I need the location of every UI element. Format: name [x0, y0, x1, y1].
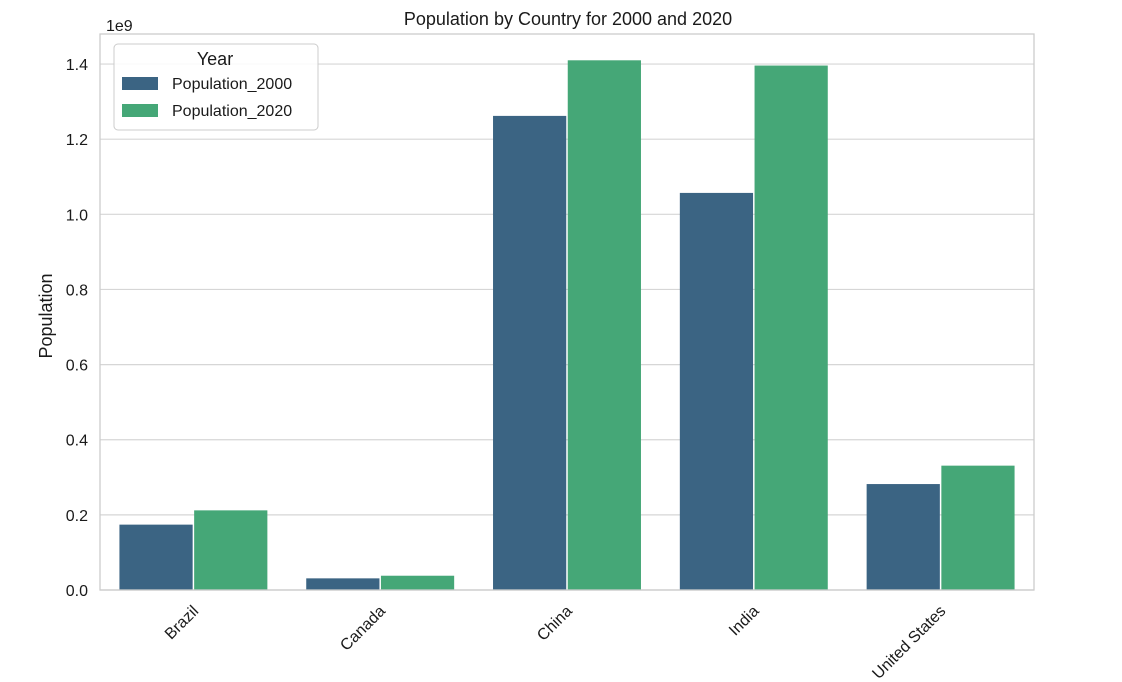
x-tick-label: China	[534, 603, 576, 645]
y-axis: 0.0 0.2 0.4 0.6 0.8 1.0 1.2 1.4	[66, 57, 88, 600]
y-offset-text: 1e9	[106, 18, 133, 35]
bars	[119, 60, 1015, 590]
x-tick-label: Brazil	[162, 603, 202, 643]
y-tick-label: 1.4	[66, 57, 88, 74]
bar-population-2020-canada	[380, 575, 455, 590]
x-tick-label: India	[726, 603, 763, 640]
y-tick-label: 0.0	[66, 583, 88, 600]
x-tick-label: Canada	[337, 603, 389, 655]
y-tick-label: 0.2	[66, 508, 88, 525]
bar-population-2020-brazil	[194, 510, 268, 590]
x-axis: Brazil Canada China India United States	[162, 603, 950, 682]
y-tick-label: 0.8	[66, 282, 88, 299]
bar-population-2000-india	[679, 192, 754, 590]
chart-title: Population by Country for 2000 and 2020	[404, 9, 732, 29]
bar-population-2020-united-states	[941, 465, 1015, 590]
bar-population-2000-canada	[306, 578, 380, 590]
bar-population-2000-united-states	[866, 484, 940, 590]
y-tick-label: 1.0	[66, 207, 88, 224]
bar-population-2000-brazil	[119, 524, 193, 590]
legend-entry-label: Population_2020	[172, 103, 292, 120]
y-axis-label: Population	[36, 273, 56, 358]
y-tick-label: 0.4	[66, 433, 88, 450]
bar-population-2020-china	[567, 60, 641, 590]
plot-area-frame	[99, 33, 1035, 591]
legend-title: Year	[197, 49, 233, 69]
legend-box	[113, 43, 319, 131]
bar-population-2000-china	[493, 115, 567, 590]
bar-population-2020-india	[754, 65, 828, 590]
y-tick-label: 0.6	[66, 358, 88, 375]
x-tick-label: United States	[869, 603, 949, 682]
legend: Year Population_2000 Population_2020	[113, 43, 319, 131]
legend-swatch	[122, 77, 158, 90]
legend-swatch	[122, 104, 158, 117]
legend-entry-label: Population_2000	[172, 76, 292, 93]
y-tick-label: 1.2	[66, 132, 88, 149]
